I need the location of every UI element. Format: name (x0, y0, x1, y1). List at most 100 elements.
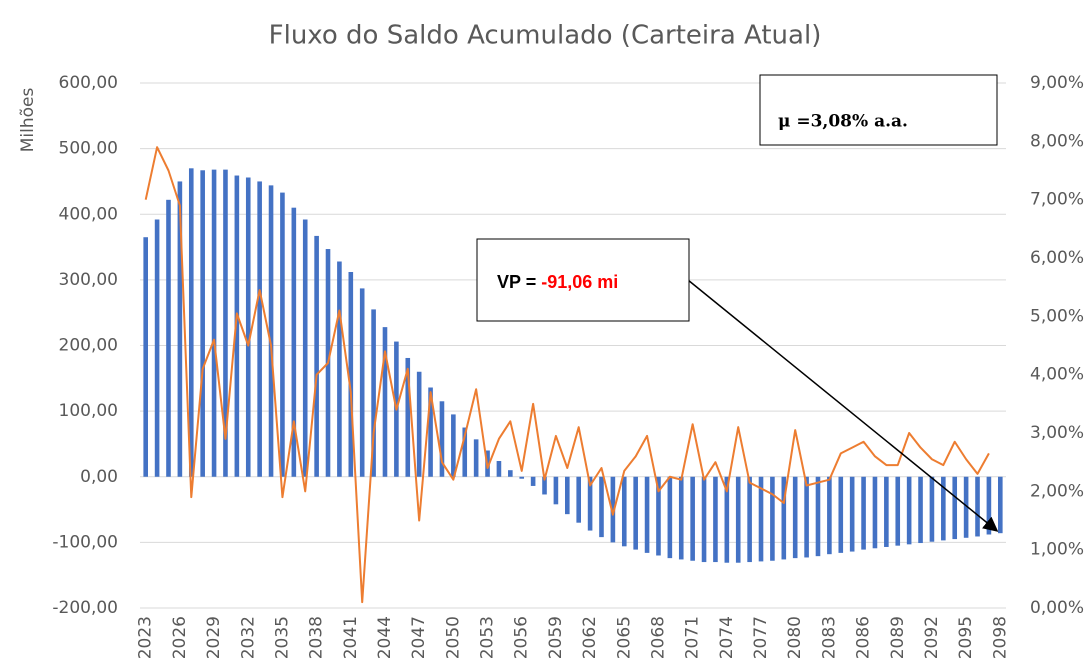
x-tick-label: 2098 (990, 616, 1010, 659)
bar (451, 414, 456, 477)
x-tick-label: 2077 (751, 616, 771, 659)
x-tick-label: 2095 (956, 616, 976, 659)
bar (223, 169, 228, 477)
x-tick-label: 2053 (478, 616, 498, 659)
bar (690, 476, 695, 561)
y-axis-label: Milhões (18, 88, 38, 153)
bar (405, 357, 411, 477)
bar (918, 476, 923, 544)
bar (211, 169, 217, 477)
chart-title: Fluxo do Saldo Acumulado (Carteira Atual… (269, 21, 822, 51)
y2-tick-label: 5,00% (1030, 306, 1084, 326)
bar (610, 476, 616, 543)
x-tick-label: 2074 (717, 616, 737, 659)
bar (200, 170, 205, 477)
x-tick-label: 2041 (341, 616, 361, 659)
arrow (687, 279, 999, 532)
bar (188, 168, 194, 477)
bar (565, 476, 570, 515)
bar (348, 272, 354, 477)
x-tick-label: 2056 (512, 616, 532, 659)
y2-tick-label: 9,00% (1030, 73, 1084, 93)
bar (462, 427, 468, 477)
x-tick-label: 2029 (204, 616, 224, 659)
bar (371, 309, 376, 477)
y2-tick-label: 0,00% (1030, 598, 1084, 618)
bar (268, 185, 274, 477)
bar (701, 476, 707, 563)
x-tick-label: 2092 (922, 616, 942, 659)
y-tick-label: 300,00 (59, 270, 118, 290)
x-tick-label: 2059 (546, 616, 566, 659)
bar (519, 476, 525, 479)
y-tick-label: -200,00 (52, 598, 118, 618)
bar (827, 476, 832, 555)
x-tick-label: 2080 (785, 616, 805, 659)
y2-tick-label: 2,00% (1030, 481, 1084, 501)
bar (872, 476, 878, 549)
bar (781, 476, 787, 560)
bar (998, 476, 1003, 534)
bar (895, 476, 901, 546)
y-tick-label: 100,00 (59, 401, 118, 421)
bar (439, 401, 445, 477)
bar (245, 177, 251, 477)
y-tick-label: -100,00 (52, 532, 118, 552)
x-tick-label: 2038 (307, 616, 327, 659)
bar (599, 476, 604, 538)
bar (770, 476, 775, 561)
bar (359, 288, 365, 477)
bar (941, 476, 946, 541)
bar (815, 476, 821, 557)
bar (792, 476, 798, 559)
y2-tick-label: 7,00% (1030, 190, 1084, 210)
x-tick-label: 2047 (409, 616, 429, 659)
x-tick-label: 2089 (888, 616, 908, 659)
bar (621, 476, 627, 547)
bar (667, 476, 673, 559)
bar (963, 476, 969, 538)
bar (656, 476, 661, 556)
bar (884, 476, 889, 547)
x-tick-label: 2035 (272, 616, 292, 659)
bar (724, 476, 730, 563)
bar (508, 470, 513, 477)
y2-tick-label: 3,00% (1030, 423, 1084, 443)
plot-area: -200,00 -100,00 0,00 100,00 200,00 300,00 400,… (52, 73, 1084, 659)
bar (280, 192, 285, 477)
y-tick-label: 200,00 (59, 336, 118, 356)
y2-tick-label: 4,00% (1030, 365, 1084, 385)
bar (678, 476, 684, 560)
y2-tick-label: 6,00% (1030, 248, 1084, 268)
bar (177, 181, 183, 477)
bar (166, 199, 171, 477)
bar (337, 261, 342, 477)
x-tick-label: 2071 (683, 616, 703, 659)
y-tick-label: 600,00 (59, 73, 118, 93)
x-tick-label: 2062 (580, 616, 600, 659)
bar (758, 476, 764, 562)
x-tick-label: 2032 (238, 616, 258, 659)
bar (291, 207, 297, 477)
bar (804, 476, 809, 558)
bar (553, 476, 559, 505)
annotation: VP = -91,06 mi (497, 272, 618, 292)
bar (314, 235, 319, 477)
bar (530, 476, 536, 486)
bar (576, 476, 581, 523)
bar (496, 461, 502, 477)
x-tick-label: 2065 (614, 616, 634, 659)
annotation-label: VP = (497, 272, 541, 292)
bar (713, 476, 718, 563)
x-tick-label: 2083 (819, 616, 839, 659)
x-tick-label: 2044 (375, 616, 395, 659)
bar (906, 476, 912, 545)
y2-tick-label: 1,00% (1030, 540, 1084, 560)
line (144, 146, 990, 604)
bar (929, 476, 935, 542)
bar (382, 327, 388, 477)
bar (302, 219, 308, 477)
bar (587, 476, 593, 531)
x-tick-label: 2050 (443, 616, 463, 659)
